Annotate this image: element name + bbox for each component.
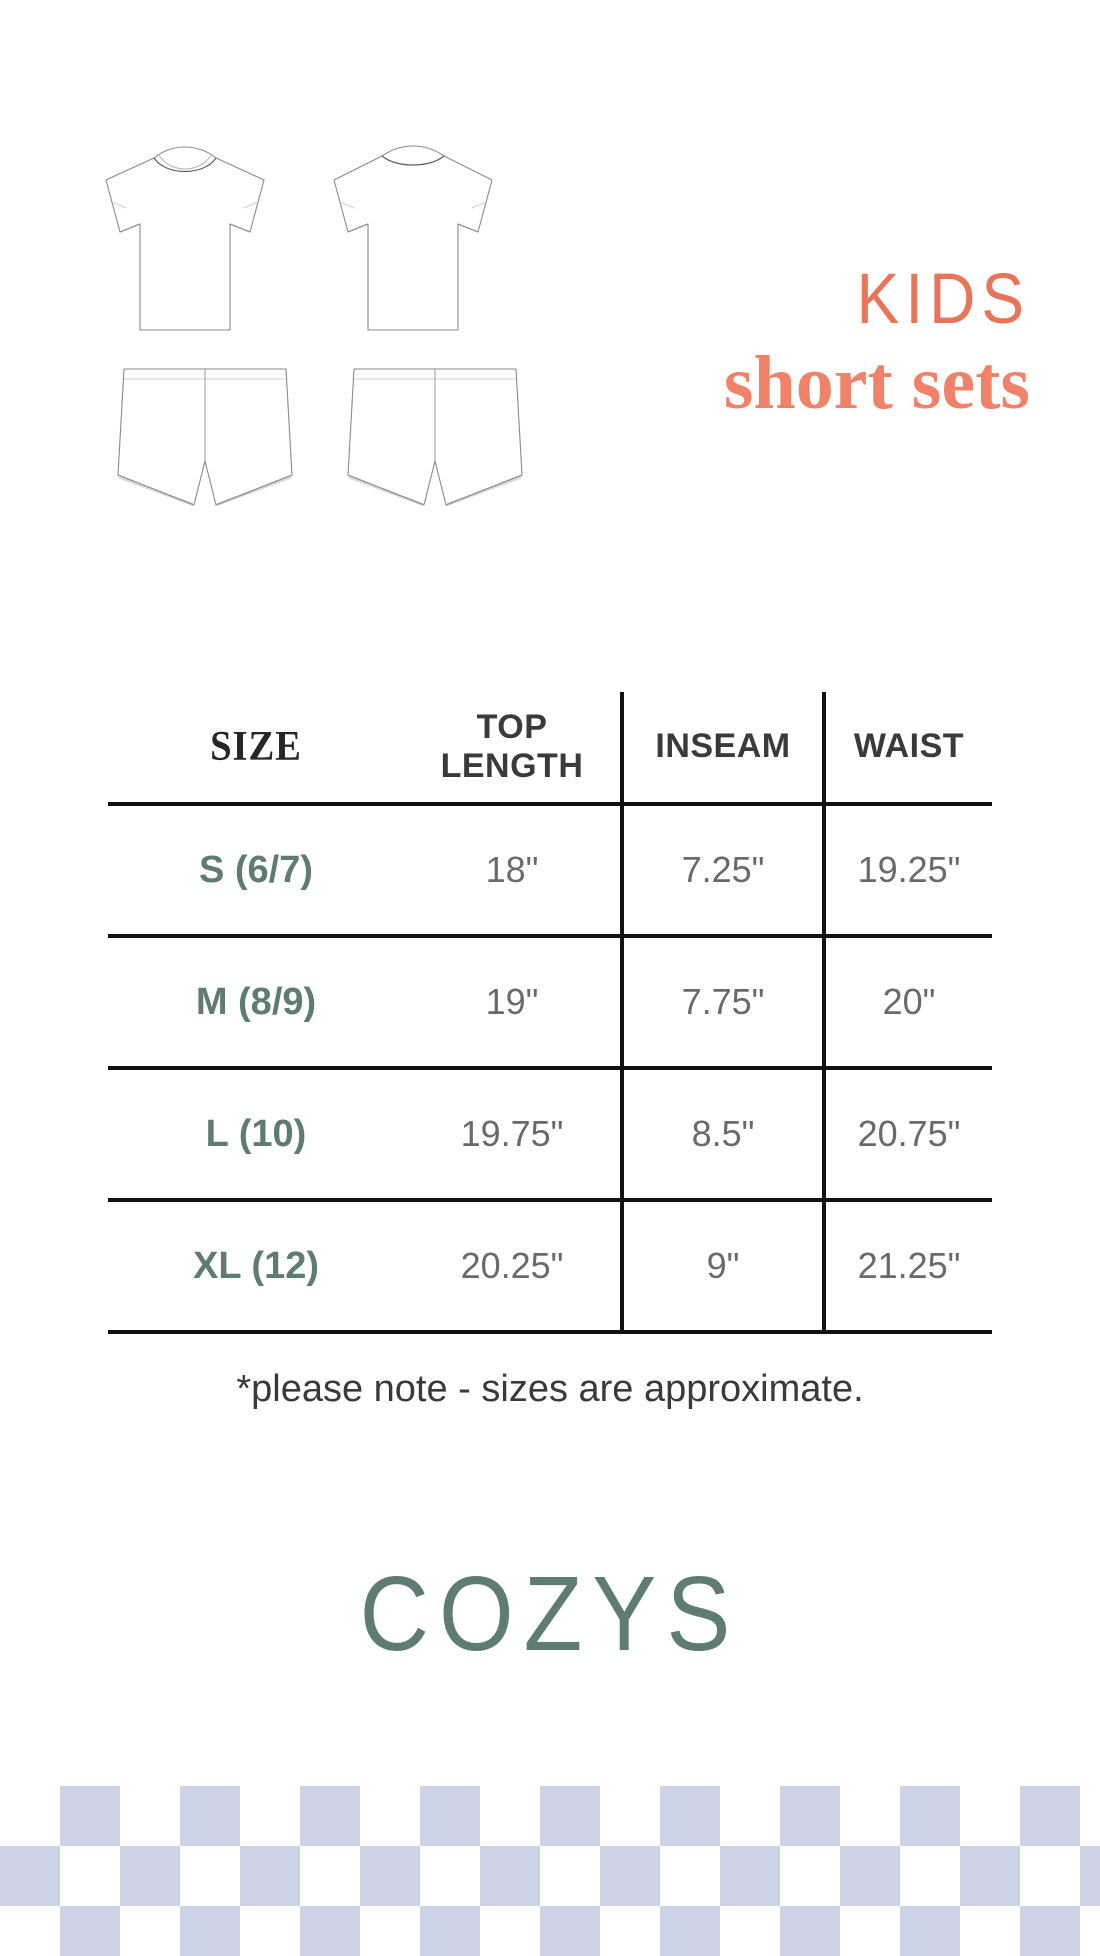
brand-logo: COZYS [359,1555,741,1674]
cell-size: M (8/9) [108,936,404,1070]
column-header-top-length-line1: TOP [476,707,548,746]
cell-waist: 19.25" [822,804,992,938]
title-line-short-sets: short sets [723,341,1030,425]
page-title: KIDS short sets [570,262,1030,425]
column-header-waist: WAIST [822,692,992,806]
cell-top-length: 20.25" [404,1200,622,1334]
cell-size: XL (12) [108,1200,404,1334]
table-row: XL (12) 20.25" 9" 21.25" [108,1200,992,1334]
tshirt-back-flat-icon [318,140,508,340]
column-header-size: SIZE [119,692,393,806]
column-header-top-length: TOP LENGTH [404,692,622,806]
cell-inseam: 7.75" [620,936,824,1070]
checkerboard-footer [0,1786,1100,1956]
cell-inseam: 9" [620,1200,824,1334]
cell-top-length: 19.75" [404,1068,622,1202]
cell-size: L (10) [108,1068,404,1202]
cell-top-length: 19" [404,936,622,1070]
approximate-sizes-note: *please note - sizes are approximate. [236,1368,864,1410]
cell-top-length: 18" [404,804,622,938]
tshirt-front-flat-icon [90,140,280,340]
table-row: S (6/7) 18" 7.25" 19.25" [108,804,992,938]
cell-waist: 20" [822,936,992,1070]
column-header-top-length-line2: LENGTH [440,747,584,785]
table-header-row: SIZE TOP LENGTH INSEAM WAIST [108,692,992,806]
shorts-front-flat-icon [110,365,300,520]
cell-inseam: 8.5" [620,1068,824,1202]
garment-illustrations [0,130,640,550]
title-line-kids: KIDS [856,257,1030,339]
shorts-back-flat-icon [340,365,530,520]
cell-waist: 21.25" [822,1200,992,1334]
table-row: L (10) 19.75" 8.5" 20.75" [108,1068,992,1202]
cell-size: S (6/7) [108,804,404,938]
size-chart-table: SIZE TOP LENGTH INSEAM WAIST S (6/7) 18"… [108,692,992,1334]
table-row: M (8/9) 19" 7.75" 20" [108,936,992,1070]
cell-waist: 20.75" [822,1068,992,1202]
cell-inseam: 7.25" [620,804,824,938]
column-header-inseam: INSEAM [620,692,824,806]
